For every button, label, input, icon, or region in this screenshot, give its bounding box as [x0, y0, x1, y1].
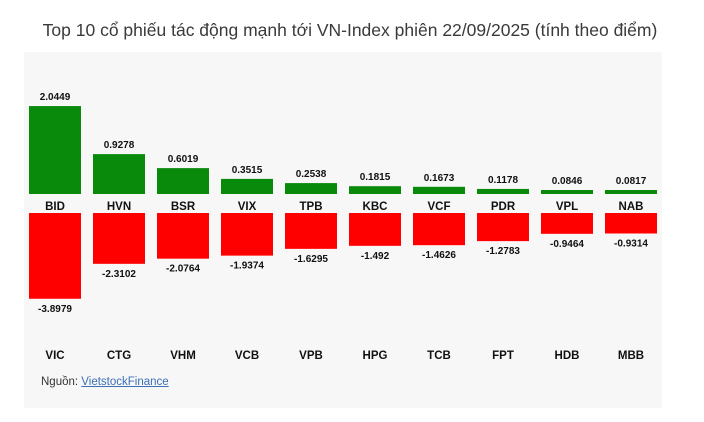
negative-value-label: -3.8979	[38, 304, 72, 315]
positive-bar	[477, 188, 529, 194]
negative-category-label: HDB	[555, 350, 580, 362]
positive-value-label: 0.1673	[424, 173, 455, 184]
negative-bar	[93, 213, 145, 264]
negative-value-label: -1.4626	[422, 250, 456, 261]
negative-bar	[541, 213, 593, 234]
positive-bar	[29, 106, 81, 194]
negative-bar	[221, 213, 273, 256]
negative-bar	[157, 213, 209, 259]
negative-bar	[29, 213, 81, 299]
positive-category-label: VPL	[556, 201, 578, 213]
negative-category-label: CTG	[107, 350, 131, 362]
positive-category-label: PDR	[491, 201, 516, 213]
negative-category-label: VPB	[299, 350, 323, 362]
negative-value-label: -1.2783	[486, 246, 520, 257]
positive-category-label: BSR	[171, 201, 196, 213]
negative-value-label: -1.9374	[230, 261, 264, 272]
positive-bar	[605, 190, 657, 194]
positive-value-label: 0.1815	[360, 172, 391, 183]
positive-category-label: VCF	[428, 201, 451, 213]
positive-value-label: 0.0846	[552, 176, 583, 187]
negative-value-label: -1.6295	[294, 254, 328, 265]
positive-bar	[285, 183, 337, 194]
negative-category-label: TCB	[427, 350, 451, 362]
positive-category-label: KBC	[363, 201, 388, 213]
positive-value-label: 0.0817	[616, 176, 647, 187]
positive-value-label: 2.0449	[40, 92, 71, 103]
negative-category-label: HPG	[363, 350, 388, 362]
negative-category-label: VCB	[235, 350, 259, 362]
source-link[interactable]: VietstockFinance	[81, 376, 169, 388]
positive-value-label: 0.9278	[104, 140, 135, 151]
negative-bar	[285, 213, 337, 249]
positive-category-label: VIX	[238, 201, 257, 213]
negative-bar	[605, 213, 657, 234]
positive-bar	[157, 168, 209, 194]
negative-category-label: VHM	[170, 350, 196, 362]
negative-value-label: -2.3102	[102, 269, 136, 280]
positive-value-label: 0.3515	[232, 165, 263, 176]
negative-value-label: -2.0764	[166, 264, 200, 275]
negative-bar	[349, 213, 401, 246]
source-note: Nguồn: VietstockFinance	[41, 376, 169, 388]
negative-category-label: FPT	[492, 350, 514, 362]
positive-bar	[349, 186, 401, 194]
positive-value-label: 0.2538	[296, 169, 327, 180]
negative-value-label: -0.9464	[550, 239, 584, 250]
negative-category-label: VIC	[45, 350, 64, 362]
negative-value-label: -0.9314	[614, 238, 648, 249]
positive-bar	[93, 154, 145, 194]
positive-value-label: 0.6019	[168, 154, 199, 165]
source-label: Nguồn:	[41, 376, 79, 388]
positive-category-label: TPB	[300, 201, 323, 213]
positive-bar	[413, 186, 465, 194]
negative-bar	[477, 213, 529, 242]
negative-value-label: -1.492	[361, 251, 390, 262]
positive-category-label: NAB	[619, 201, 644, 213]
negative-category-label: MBB	[618, 350, 644, 362]
positive-bar	[221, 178, 273, 194]
positive-category-label: BID	[45, 201, 65, 213]
positive-value-label: 0.1178	[488, 175, 518, 186]
positive-category-label: HVN	[107, 201, 131, 213]
chart-title: Top 10 cổ phiếu tác động mạnh tới VN-Ind…	[42, 20, 658, 40]
positive-bar	[541, 190, 593, 194]
negative-bar	[413, 213, 465, 246]
